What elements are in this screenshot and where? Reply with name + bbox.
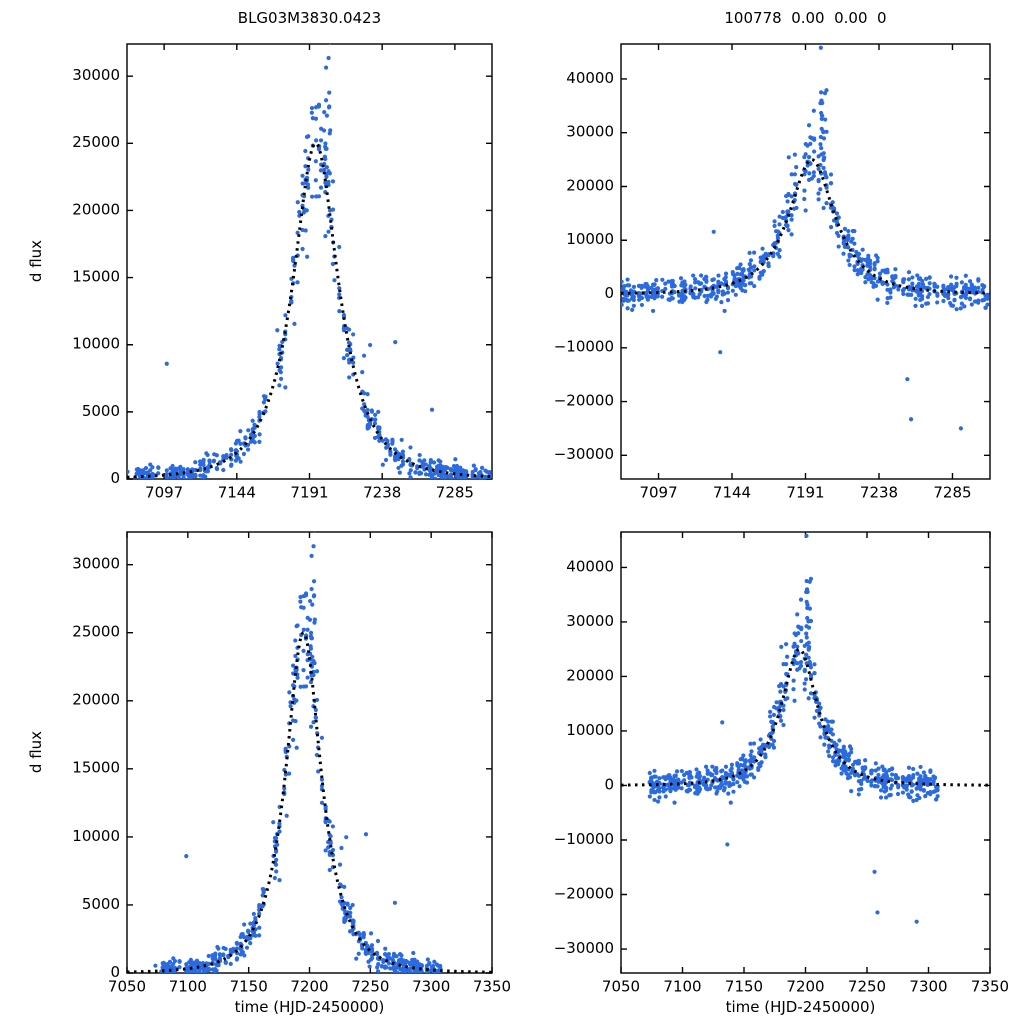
plot-title-top-left: BLG03M3830.0423 xyxy=(237,9,382,27)
plot-canvas-bottom-left xyxy=(0,512,512,1024)
y-axis-label-top: d flux xyxy=(27,239,45,283)
x-axis-label-bottom-right: time (HJD-2450000) xyxy=(725,998,876,1016)
plot-canvas-top-right xyxy=(512,0,1024,512)
plot-canvas-bottom-right xyxy=(512,512,1024,1024)
plot-canvas-top-left xyxy=(0,0,512,512)
x-axis-label-bottom-left: time (HJD-2450000) xyxy=(234,998,385,1016)
y-axis-label-bottom: d flux xyxy=(27,730,45,774)
plot-title-top-right: 100778 0.00 0.00 0 xyxy=(724,9,887,27)
